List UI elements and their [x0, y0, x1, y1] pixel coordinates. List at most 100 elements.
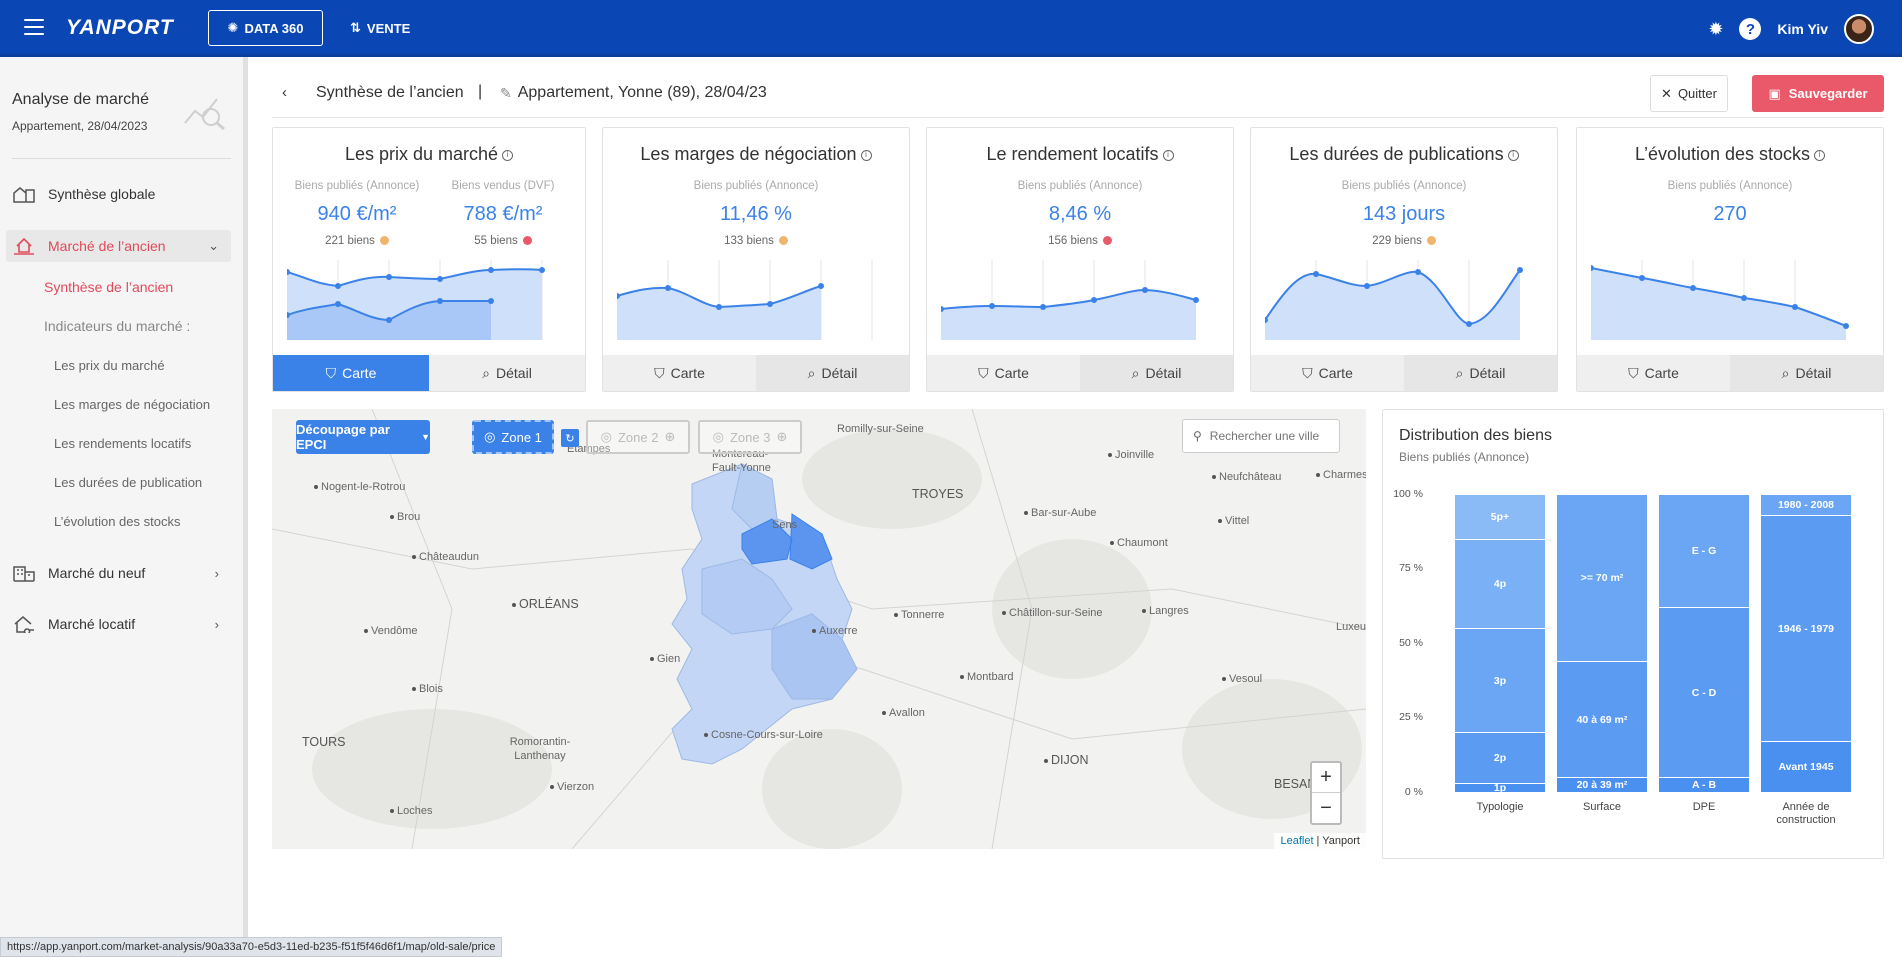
sidebar-item-marche-ancien[interactable]: Marché de l’ancien ⌄: [6, 230, 231, 262]
detail-button[interactable]: ⌕ Détail: [1404, 355, 1557, 391]
sidebar-divider: [12, 158, 231, 159]
bar-segment[interactable]: C - D: [1659, 607, 1749, 778]
app-logo[interactable]: YANPORT: [66, 16, 174, 39]
zone3-button[interactable]: ◎ Zone 3 ⊕: [698, 420, 802, 454]
bar-segment[interactable]: >= 70 m²: [1557, 494, 1647, 661]
map-pin-icon: ⛉: [1302, 364, 1313, 381]
chevron-right-icon[interactable]: ›: [214, 616, 219, 632]
bar-segment[interactable]: A - B: [1659, 777, 1749, 792]
user-name[interactable]: Kim Yiv: [1777, 21, 1828, 37]
bar-segment[interactable]: 2p: [1455, 732, 1545, 784]
stacked-bar[interactable]: 20 à 39 m² 40 à 69 m² >= 70 m²: [1557, 494, 1647, 792]
detail-label: Détail: [496, 365, 532, 381]
info-icon[interactable]: i: [860, 149, 872, 161]
city-search[interactable]: ⚲: [1182, 419, 1340, 453]
detail-button[interactable]: ⌕ Détail: [756, 355, 909, 391]
carte-button[interactable]: ⛉ Carte: [273, 355, 429, 391]
card-title: Les marges de négociation i: [603, 144, 909, 165]
card-caption: Biens publiés (Annonce): [294, 180, 420, 192]
carte-button[interactable]: ⛉ Carte: [1577, 355, 1730, 391]
detail-button[interactable]: ⌕ Détail: [1080, 355, 1233, 391]
sidebar-subitem-durees[interactable]: Les durées de publication: [54, 475, 203, 490]
zone2-button[interactable]: ◎ Zone 2 ⊕: [586, 420, 690, 454]
bar-segment[interactable]: 1980 - 2008: [1761, 494, 1851, 515]
save-button[interactable]: ▣ Sauvegarder: [1752, 75, 1884, 112]
stacked-bar[interactable]: 1p 2p 3p 4p 5p+: [1455, 494, 1545, 794]
carte-button[interactable]: ⛉ Carte: [603, 355, 756, 391]
quit-button[interactable]: ✕ Quitter: [1650, 75, 1728, 112]
map-place-text: Vendôme: [371, 625, 418, 637]
map-place-label: Tonnerre: [894, 609, 944, 621]
carte-button[interactable]: ⛉ Carte: [1251, 355, 1404, 391]
bar-segment[interactable]: 4p: [1455, 538, 1545, 629]
chevron-down-icon[interactable]: ⌄: [208, 238, 219, 253]
sidebar-subitem-stocks[interactable]: L’évolution des stocks: [54, 514, 181, 529]
map-place-text: Loches: [397, 805, 433, 817]
card-value: 788 €/m²: [463, 203, 543, 225]
bar-segment[interactable]: 1p: [1455, 782, 1545, 794]
map-place-text: Vierzon: [557, 781, 595, 793]
map-place-label: Langres: [1142, 605, 1189, 617]
bar-segment[interactable]: 5p+: [1455, 494, 1545, 539]
map-place-text: Joinville: [1115, 449, 1155, 461]
map-view[interactable]: Romilly-sur-Seine Étampes Montereau-Faul…: [272, 409, 1366, 849]
bar-segment[interactable]: Avant 1945: [1761, 741, 1851, 792]
breadcrumb[interactable]: Synthèse de l’ancien: [316, 84, 464, 101]
decoupage-epci-dropdown[interactable]: Découpage par EPCI ▼: [296, 420, 430, 454]
vente-label: VENTE: [366, 20, 411, 36]
bar-segment[interactable]: 40 à 69 m²: [1557, 660, 1647, 778]
zone2-label: Zone 2: [617, 429, 659, 445]
sidebar-subitem-marges[interactable]: Les marges de négociation: [54, 397, 211, 412]
avatar[interactable]: [1844, 14, 1874, 44]
bar-segment[interactable]: 20 à 39 m²: [1557, 777, 1647, 792]
bar-segment[interactable]: 3p: [1455, 628, 1545, 733]
card-caption: Biens publiés (Annonce): [1667, 180, 1793, 192]
zoom-control: + −: [1310, 761, 1342, 825]
back-icon[interactable]: ‹: [282, 84, 287, 101]
data360-button[interactable]: ✺ DATA 360: [208, 10, 323, 46]
sidebar-subitem-synthese-ancien[interactable]: Synthèse de l’ancien: [44, 279, 174, 295]
sidebar-subitem-prix[interactable]: Les prix du marché: [54, 358, 165, 373]
refresh-icon[interactable]: ↻: [561, 429, 579, 447]
detail-button[interactable]: ⌕ Détail: [429, 355, 585, 391]
zone1-button[interactable]: ◎ Zone 1: [472, 420, 554, 454]
carte-button[interactable]: ⛉ Carte: [927, 355, 1080, 391]
sidebar-subitem-rendements[interactable]: Les rendements locatifs: [54, 436, 192, 451]
map-place-label: Brou: [390, 511, 420, 523]
analysis-context[interactable]: ✎ Appartement, Yonne (89), 28/04/23: [500, 84, 767, 102]
lightbulb-icon[interactable]: ✹: [1708, 18, 1724, 39]
zoom-in-button[interactable]: +: [1312, 763, 1340, 793]
zone-target-icon: ◎: [600, 429, 612, 444]
sidebar-item-synthese-globale[interactable]: Synthèse globale: [6, 178, 231, 210]
menu-icon[interactable]: [24, 19, 44, 35]
map-place-label: Neufchâteau: [1212, 471, 1281, 483]
bar-segment[interactable]: E - G: [1659, 494, 1749, 608]
sidebar-item-marche-neuf[interactable]: Marché du neuf ›: [6, 557, 231, 589]
info-icon[interactable]: i: [502, 149, 514, 161]
chevron-right-icon[interactable]: ›: [214, 565, 219, 581]
add-circle-icon: ⊕: [664, 429, 676, 444]
map-place-text: Neufchâteau: [1219, 471, 1282, 483]
help-icon[interactable]: ?: [1739, 18, 1762, 40]
edit-icon[interactable]: ✎: [500, 84, 512, 101]
house-hand-icon: [12, 236, 36, 256]
vente-button[interactable]: ⇅ VENTE: [350, 10, 410, 46]
card-count-text: 156 biens: [1048, 235, 1098, 247]
info-icon[interactable]: i: [1162, 149, 1174, 161]
sidebar-item-marche-locatif[interactable]: Marché locatif ›: [6, 608, 231, 640]
leaflet-link[interactable]: Leaflet: [1280, 835, 1314, 847]
card-title-text: L’évolution des stocks: [1634, 144, 1811, 164]
detail-button[interactable]: ⌕ Détail: [1730, 355, 1883, 391]
info-icon[interactable]: i: [1814, 149, 1826, 161]
zoom-out-button[interactable]: −: [1320, 796, 1332, 819]
map-place-text: Avallon: [889, 707, 925, 719]
city-search-input[interactable]: [1209, 429, 1330, 443]
bar-segment[interactable]: 1946 - 1979: [1761, 514, 1851, 742]
stacked-bar[interactable]: Avant 1945 1946 - 1979 1980 - 2008: [1761, 494, 1851, 792]
map-attribution: Leaflet | Yanport: [1274, 833, 1366, 849]
y-tick-label: 50 %: [1399, 637, 1423, 649]
top-bar: YANPORT ✺ DATA 360 ⇅ VENTE ✹ ? Kim Yiv: [0, 0, 1902, 57]
info-icon[interactable]: i: [1507, 149, 1519, 161]
card-title: Le rendement locatifs i: [927, 144, 1233, 165]
